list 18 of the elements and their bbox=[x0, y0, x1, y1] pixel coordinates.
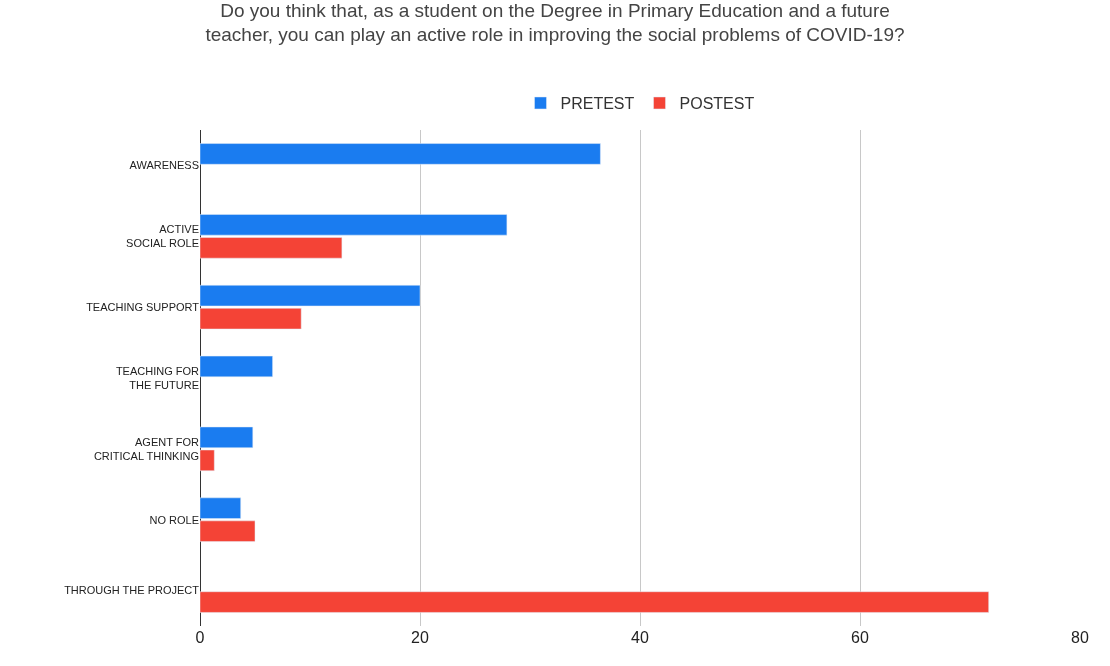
bar bbox=[200, 591, 989, 613]
x-tick-label: 0 bbox=[195, 629, 205, 646]
chart-title: Do you think that, as a student on the Degree in Primary Education and a future teacher, you can play an active role in improving the social problems of COVID-19? bbox=[205, 0, 905, 46]
x-tick-label: 20 bbox=[411, 629, 429, 646]
x-tick-label: 40 bbox=[631, 629, 649, 646]
y-tick-label: THROUGH THE PROJECT bbox=[64, 584, 200, 597]
legend-label: PRETEST bbox=[560, 95, 635, 113]
bar bbox=[200, 143, 601, 165]
y-tick-label: NO ROLE bbox=[149, 513, 199, 526]
legend-label: POSTEST bbox=[679, 95, 755, 113]
y-tick-label: AWARENESS bbox=[129, 159, 199, 172]
y-tick-label: TEACHING FOR THE FUTURE bbox=[115, 364, 200, 391]
y-tick-label: TEACHING SUPPORT bbox=[86, 300, 200, 313]
y-tick-label: ACTIVE SOCIAL ROLE bbox=[126, 222, 199, 250]
x-tick-label: 80 bbox=[1071, 629, 1089, 646]
y-tick-label: AGENT FOR CRITICAL THINKING bbox=[93, 435, 200, 462]
x-tick-label: 60 bbox=[851, 629, 869, 646]
bar bbox=[200, 355, 273, 378]
